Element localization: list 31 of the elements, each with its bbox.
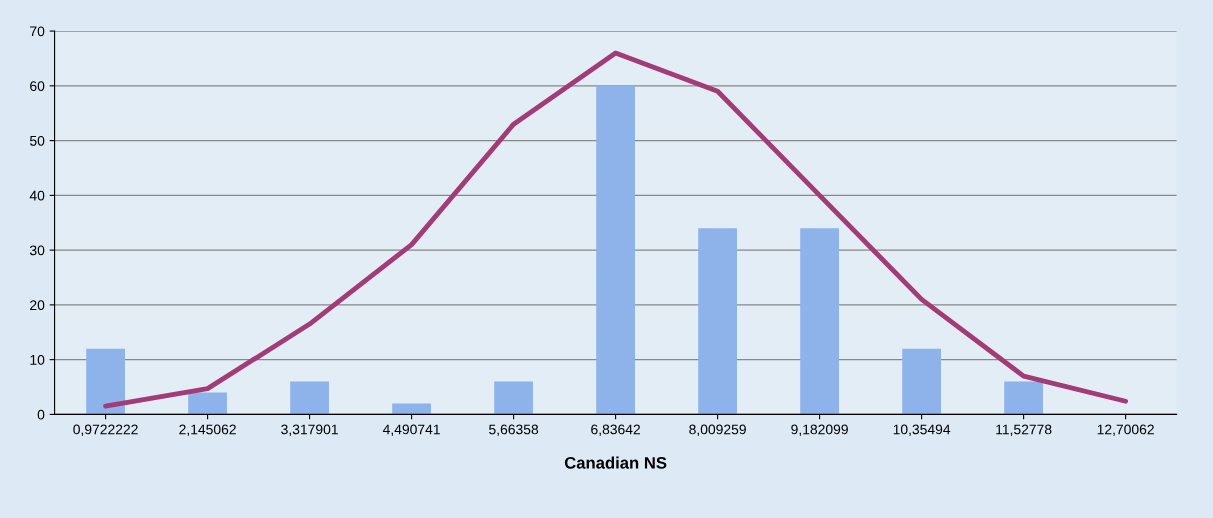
bar [392,403,431,415]
x-axis-title: Canadian NS [564,456,667,469]
x-tick-label: 0,9722222 [73,424,138,436]
line-series [103,50,1129,409]
y-tick-label: 0 [37,409,45,420]
y-tick-label: 10 [30,354,45,365]
bar [902,348,941,415]
x-tick-label: 8,009259 [689,424,746,436]
y-tick-label: 70 [30,26,45,37]
bar [86,348,125,415]
bar [596,85,635,415]
x-tick-label: 5,66358 [489,424,539,436]
bar [800,228,839,415]
y-tick-label: 20 [30,300,45,311]
y-tick-label: 50 [29,135,45,146]
x-tick-label: 12,70062 [1097,424,1154,436]
x-tick-label: 10,35494 [893,424,951,436]
bar [494,381,533,415]
y-tick-label: 40 [29,190,45,201]
y-tick-label: 60 [30,81,45,92]
x-tick-label: 3,317901 [281,424,338,436]
x-tick-label: 9,182099 [791,424,848,436]
y-tick-label: 30 [29,245,45,256]
bar [188,392,227,415]
x-tick-label: 6,83642 [591,424,641,436]
x-tick-label: 2,145062 [179,424,236,436]
x-tick-label: 4,490741 [382,424,440,436]
bar [698,228,737,415]
x-tick-label: 11,52778 [996,424,1052,436]
bar [1004,381,1043,415]
bar [290,381,329,415]
